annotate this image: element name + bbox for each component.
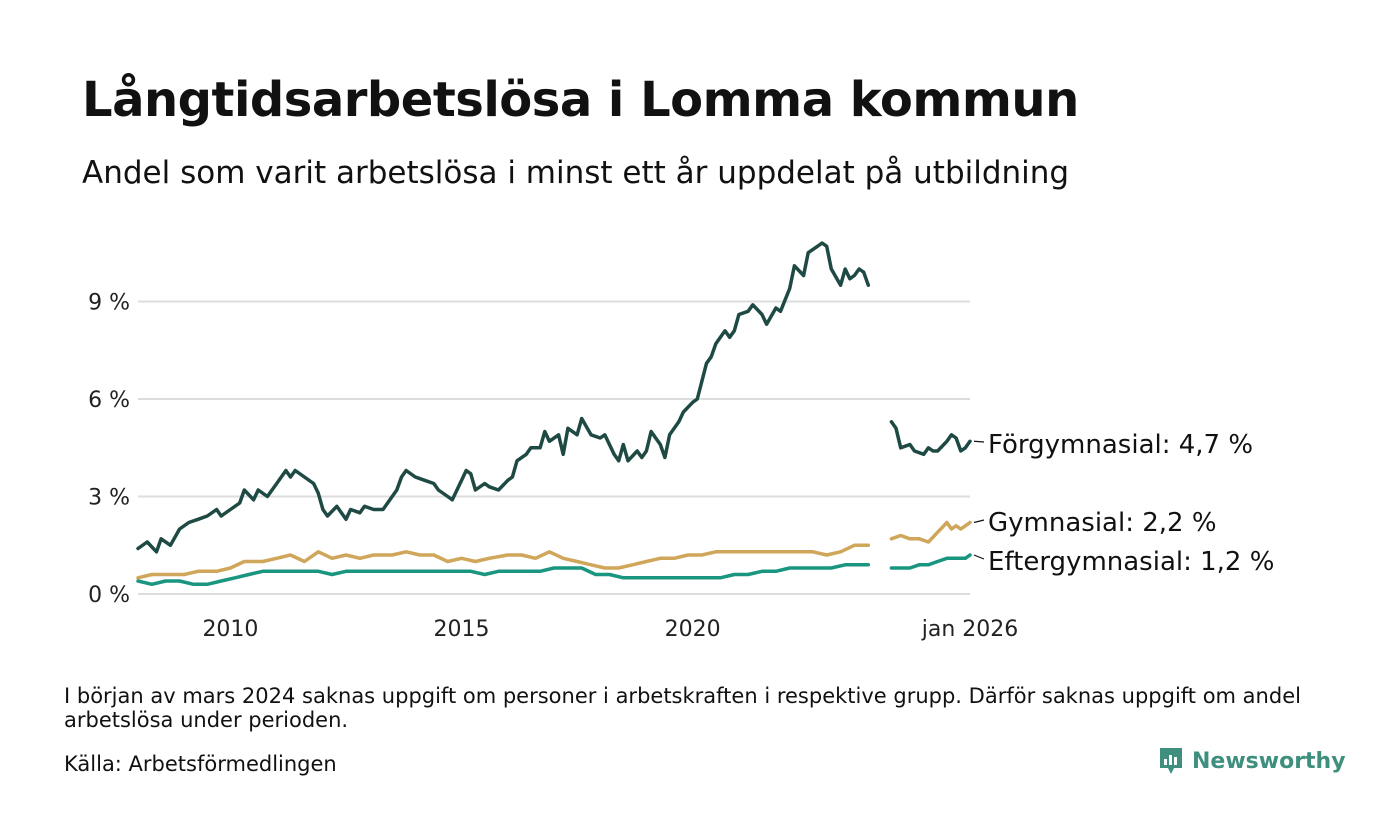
- series-line-gymnasial-after-gap: [889, 520, 972, 544]
- y-tick-label: 6 %: [88, 388, 130, 413]
- leader-line-eftergymnasial: [973, 554, 985, 560]
- series-line-eftergymnasial-after-gap: [889, 553, 972, 570]
- leader-line-forgymnasial: [973, 440, 985, 443]
- end-label-gymnasial: Gymnasial: 2,2 %: [988, 508, 1217, 538]
- series-line-gymnasial: [136, 543, 871, 580]
- leader-line-gymnasial: [973, 519, 985, 524]
- chart-title: Långtidsarbetslösa i Lomma kommun: [82, 72, 1079, 128]
- brand-name: Newsworthy: [1192, 748, 1346, 774]
- footnote: I början av mars 2024 saknas uppgift om …: [64, 684, 1301, 732]
- end-label-eftergymnasial: Eftergymnasial: 1,2 %: [988, 547, 1274, 577]
- brand-logo: Newsworthy: [1158, 746, 1346, 776]
- series-line-forgymnasial-after-gap: [889, 420, 972, 457]
- end-label-forgymnasial: Förgymnasial: 4,7 %: [988, 430, 1253, 460]
- newsworthy-icon: [1160, 748, 1182, 774]
- y-tick-label: 0 %: [88, 583, 130, 608]
- series-line-forgymnasial: [136, 241, 871, 554]
- x-tick-label: 2015: [434, 617, 490, 642]
- chart-subtitle: Andel som varit arbetslösa i minst ett å…: [82, 155, 1070, 191]
- x-tick-label: 2010: [202, 617, 258, 642]
- x-tick-label: 2020: [665, 617, 721, 642]
- source-label: Källa: Arbetsförmedlingen: [64, 752, 337, 776]
- series-line-eftergymnasial: [136, 563, 871, 587]
- y-tick-label: 9 %: [88, 291, 130, 316]
- y-tick-label: 3 %: [88, 486, 130, 511]
- x-tick-label: jan 2026: [921, 617, 1019, 642]
